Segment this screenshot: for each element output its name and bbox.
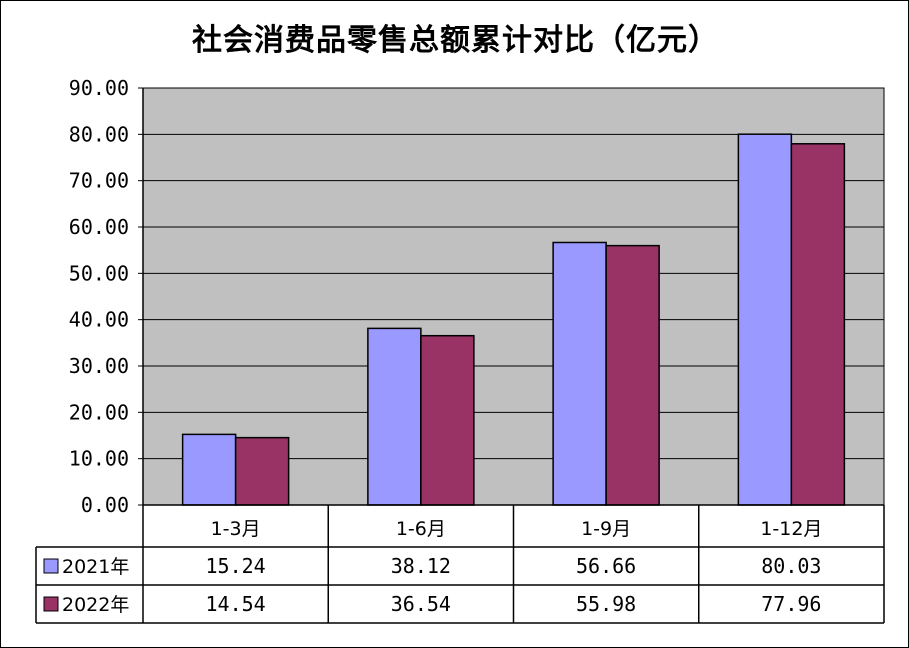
bar-2022 — [234, 436, 290, 506]
bar-2022 — [605, 244, 660, 506]
bar-2021 — [552, 241, 607, 506]
legend-key-2021 — [43, 558, 59, 574]
y-tick-label: 90.00 — [69, 76, 129, 100]
x-category-label: 1-3月 — [211, 518, 261, 540]
y-tick-label: 40.00 — [69, 308, 129, 332]
data-table-value: 80.03 — [761, 554, 821, 578]
legend-label: 2021年 — [62, 556, 129, 578]
bar-2022 — [790, 143, 846, 506]
bar-2021 — [367, 327, 422, 506]
data-table-value: 55.98 — [576, 592, 636, 616]
y-tick-label: 30.00 — [69, 354, 129, 378]
bar-2021 — [737, 133, 793, 506]
y-tick-label: 20.00 — [69, 400, 129, 424]
data-table-value: 14.54 — [206, 592, 266, 616]
legend-label: 2022年 — [62, 594, 129, 616]
data-table-value: 77.96 — [761, 592, 821, 616]
data-table-value: 15.24 — [206, 554, 266, 578]
y-tick-label: 10.00 — [69, 447, 129, 471]
y-tick-label: 70.00 — [69, 169, 129, 193]
x-category-label: 1-9月 — [581, 518, 631, 540]
data-table-value: 38.12 — [391, 554, 451, 578]
bar-2021 — [181, 433, 237, 506]
legend-key-2022 — [43, 596, 59, 612]
y-tick-label: 50.00 — [69, 261, 129, 285]
x-category-label: 1-6月 — [396, 518, 446, 540]
data-table-value: 36.54 — [391, 592, 451, 616]
y-tick-label: 80.00 — [69, 122, 129, 146]
chart-title: 社会消费品零售总额累计对比（亿元） — [192, 23, 719, 58]
bar-2022 — [420, 334, 475, 506]
y-tick-label: 0.00 — [81, 493, 129, 517]
x-category-label: 1-12月 — [760, 518, 822, 540]
data-table-value: 56.66 — [576, 554, 636, 578]
y-tick-label: 60.00 — [69, 215, 129, 239]
